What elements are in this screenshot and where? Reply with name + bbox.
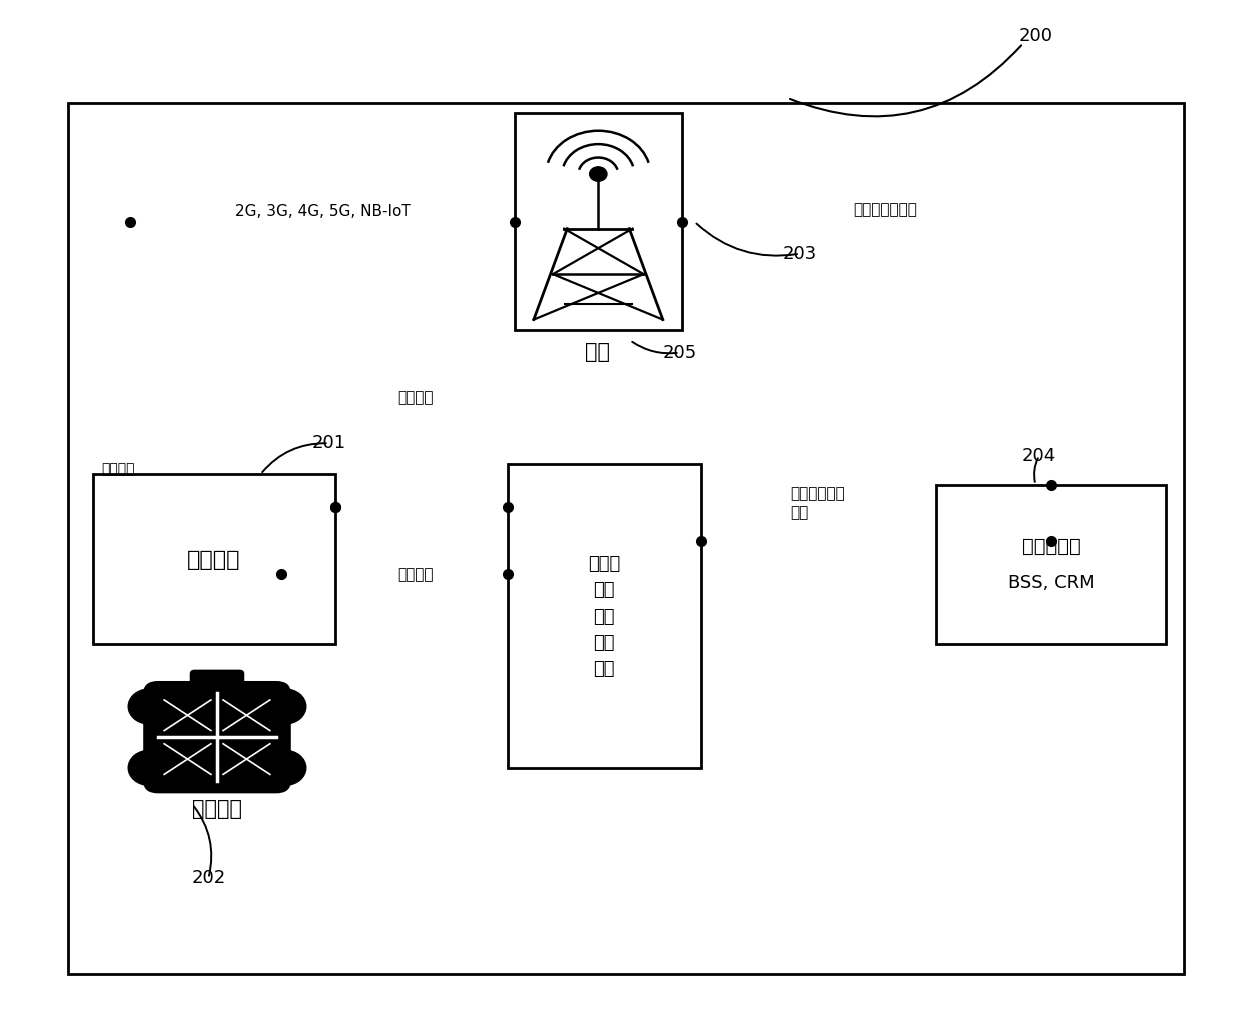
Text: 数据导入: 数据导入 xyxy=(397,391,434,405)
Text: 运营商系统对接: 运营商系统对接 xyxy=(853,202,918,217)
Text: 基站: 基站 xyxy=(585,342,610,362)
Text: 203: 203 xyxy=(782,244,817,263)
Circle shape xyxy=(264,689,306,724)
Text: 202: 202 xyxy=(191,869,226,888)
Text: 200: 200 xyxy=(1018,27,1053,45)
FancyBboxPatch shape xyxy=(144,681,290,794)
Text: 运营商系统: 运营商系统 xyxy=(1022,537,1081,556)
Circle shape xyxy=(589,167,606,181)
Bar xyxy=(93,474,335,644)
Bar xyxy=(936,485,1166,644)
Circle shape xyxy=(128,689,170,724)
FancyBboxPatch shape xyxy=(190,670,244,701)
Bar xyxy=(508,464,701,768)
Bar xyxy=(515,113,682,330)
Text: 205: 205 xyxy=(662,343,697,362)
Text: 物联网
机卡
绑定
服务
平台: 物联网 机卡 绑定 服务 平台 xyxy=(588,555,620,678)
Circle shape xyxy=(128,751,170,786)
Text: 数据导入: 数据导入 xyxy=(397,567,434,581)
FancyArrowPatch shape xyxy=(790,45,1021,117)
Circle shape xyxy=(264,751,306,786)
Text: 2G, 3G, 4G, 5G, NB-IoT: 2G, 3G, 4G, 5G, NB-IoT xyxy=(234,204,410,219)
Text: BSS, CRM: BSS, CRM xyxy=(1008,573,1095,592)
Text: 201: 201 xyxy=(311,434,346,453)
Text: 机卡绑定服务
业务: 机卡绑定服务 业务 xyxy=(790,486,844,521)
Text: 204: 204 xyxy=(1022,446,1056,465)
Bar xyxy=(68,103,1184,974)
Text: 机卡交互: 机卡交互 xyxy=(102,462,135,476)
Text: 物联网卡: 物联网卡 xyxy=(192,799,242,820)
Text: 移动终端: 移动终端 xyxy=(186,550,241,570)
